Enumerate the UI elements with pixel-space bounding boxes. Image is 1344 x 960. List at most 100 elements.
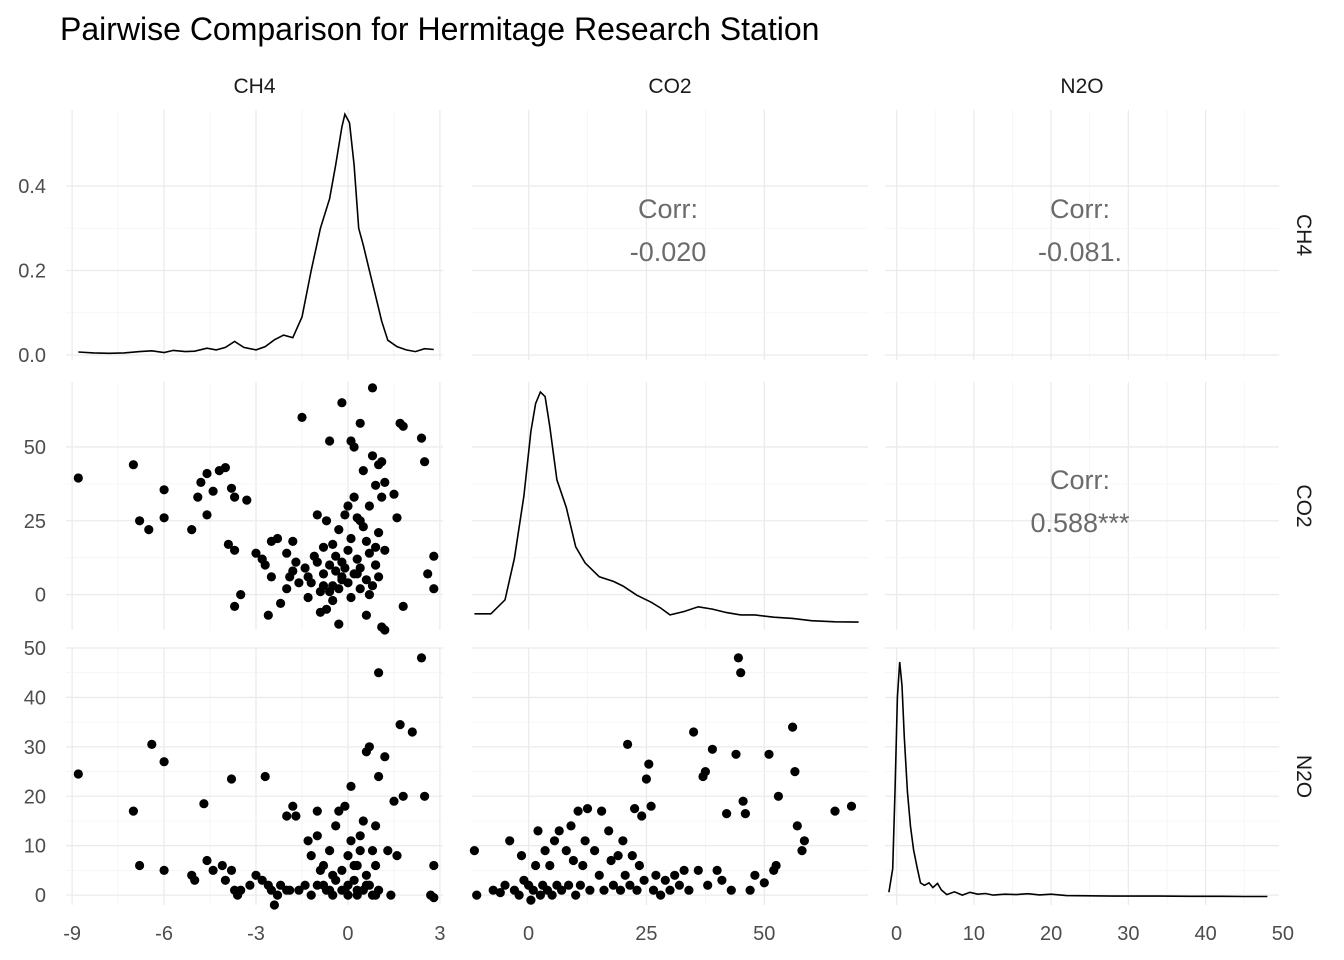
scatter-point: [514, 890, 524, 900]
scatter-point: [665, 885, 675, 895]
scatter-point: [312, 831, 322, 841]
scatter-point: [325, 885, 335, 895]
scatter-point: [346, 781, 356, 792]
scatter-point: [236, 590, 246, 600]
scatter-point: [73, 473, 83, 483]
scatter-point: [740, 809, 751, 819]
scatter-point: [846, 801, 857, 811]
scatter-point: [656, 890, 666, 900]
strip-top-co2: CO2: [648, 75, 691, 98]
scatter-point: [398, 601, 408, 612]
scatter-point: [334, 525, 344, 535]
scatter-point: [632, 885, 642, 895]
scatter-point: [128, 460, 138, 470]
scatter-point: [374, 528, 384, 538]
y-tick-label: 0: [35, 885, 46, 907]
corr-value: 0.588***: [1030, 508, 1130, 538]
scatter-point: [159, 757, 169, 767]
scatter-point: [575, 880, 586, 890]
corr-value: -0.081.: [1038, 237, 1122, 267]
scatter-point: [535, 890, 546, 900]
scatter-point: [420, 457, 430, 467]
scatter-point: [343, 890, 353, 900]
scatter-point: [380, 477, 390, 487]
scatter-point: [380, 752, 390, 762]
scatter-point: [764, 749, 774, 759]
scatter-point: [627, 851, 637, 861]
scatter-point: [469, 846, 479, 856]
scatter-point: [771, 860, 781, 871]
scatter-point: [312, 880, 322, 890]
facet-strips: CH4 CH4 CO2 CO2 N2O N2O: [233, 75, 1315, 798]
scatter-point: [557, 885, 567, 895]
scatter-point: [208, 486, 218, 496]
scatter-point: [230, 545, 240, 555]
scatter-point: [500, 880, 510, 890]
scatter-point: [797, 846, 807, 856]
y-tick-label: 0.4: [18, 176, 46, 198]
scatter-point: [429, 551, 439, 561]
scatter-point: [223, 539, 233, 550]
scatter-point: [547, 890, 557, 900]
scatter-point: [349, 442, 359, 452]
scatter-point: [578, 860, 588, 871]
scatter-point: [285, 572, 295, 582]
scatter-point: [392, 851, 402, 861]
scatter-point: [533, 826, 543, 836]
scatter-point: [389, 489, 399, 499]
scatter-point: [604, 826, 614, 836]
scatter-point: [294, 885, 304, 895]
scatter-point: [242, 495, 252, 505]
scatter-point: [641, 774, 652, 784]
density-line-ch4: [78, 111, 434, 355]
scatter-point: [700, 767, 711, 777]
scatter-point: [759, 878, 769, 888]
x-tick-label: -9: [63, 923, 81, 945]
scatter-point: [651, 870, 661, 880]
scatter-point: [220, 875, 230, 885]
scatter-point: [282, 811, 292, 821]
scatter-point: [346, 533, 356, 544]
x-tick-label: 50: [1272, 923, 1294, 945]
scatter-point: [597, 806, 607, 816]
scatter-point: [306, 578, 316, 588]
scatter-point: [309, 551, 319, 561]
density-line-co2: [474, 390, 859, 623]
x-tick-label: 50: [753, 923, 775, 945]
scatter-point: [549, 836, 560, 846]
scatter-point: [73, 769, 83, 779]
scatter-point: [670, 870, 680, 880]
scatter-point: [340, 563, 350, 573]
scatter-point: [331, 821, 341, 831]
scatter-point: [554, 826, 564, 836]
scatter-point: [608, 880, 619, 890]
scatter-point: [334, 806, 344, 816]
scatter-point: [423, 569, 433, 579]
x-tick-label: 0: [342, 923, 353, 945]
x-tick-label: 0: [891, 923, 902, 945]
scatter-point: [303, 836, 313, 846]
scatter-point: [159, 865, 169, 876]
scatter-point: [334, 619, 344, 629]
scatter-point: [352, 569, 362, 579]
scatter-point: [383, 846, 393, 856]
scatter-point: [266, 572, 276, 582]
scatter-point: [217, 860, 227, 871]
scatter-point: [416, 653, 427, 663]
scatter-point: [792, 821, 802, 831]
x-tick-label: 0: [523, 923, 534, 945]
x-tick-label: 30: [1117, 923, 1139, 945]
axis-ticks: -9 -6 -3 0 3 0 25 50 0 10 20 30 40 500.00.20.40255001…: [18, 176, 1294, 945]
scatter-point: [361, 880, 371, 890]
corr-label: Corr:: [638, 194, 698, 224]
scatter-point: [564, 880, 574, 890]
scatter-point: [392, 513, 402, 523]
scatter-point: [303, 592, 313, 603]
scatter-point: [830, 806, 840, 816]
scatter-point: [364, 742, 374, 752]
scatter-point: [738, 796, 748, 806]
scatter-point: [568, 855, 579, 866]
scatter-point: [251, 870, 261, 880]
scatter-point: [272, 533, 283, 544]
scatter-point: [355, 516, 365, 526]
